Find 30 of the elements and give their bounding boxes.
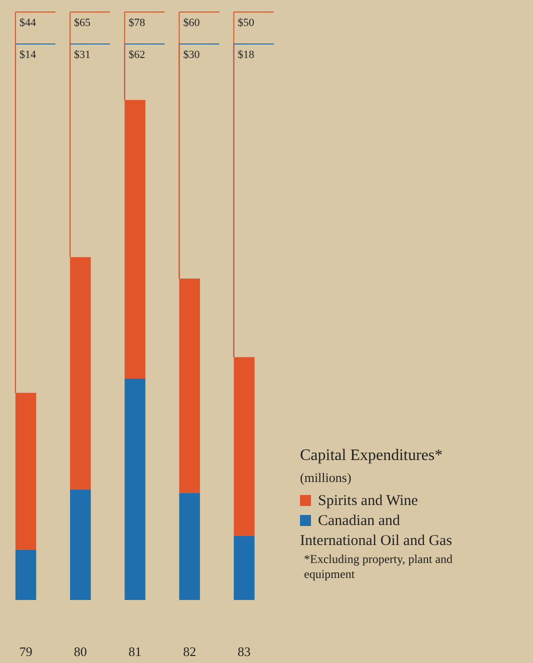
label-connector: $14 bbox=[14, 44, 56, 394]
text: Capital Expenditures* bbox=[300, 447, 443, 464]
legend-label: Spirits and Wine bbox=[318, 493, 418, 509]
bar bbox=[124, 378, 146, 600]
text: *Excluding property, plant and equipment bbox=[304, 552, 453, 581]
bar bbox=[179, 492, 200, 600]
data-label: $31 bbox=[74, 49, 91, 61]
label-connector: $30 bbox=[178, 44, 220, 280]
data-label: $78 bbox=[128, 17, 146, 29]
bar bbox=[234, 536, 255, 600]
x-tick-label: 83 bbox=[238, 644, 251, 659]
label-connector: $31 bbox=[70, 44, 111, 258]
x-tick-label: 79 bbox=[19, 644, 32, 659]
label-connector: $62 bbox=[124, 44, 166, 100]
bar bbox=[70, 489, 91, 600]
legend-label: Canadian and International Oil and Gas bbox=[300, 513, 452, 549]
data-label: $14 bbox=[19, 49, 36, 61]
bar bbox=[15, 550, 36, 600]
data-label: $44 bbox=[19, 17, 36, 29]
data-label: $50 bbox=[238, 17, 255, 29]
data-label: $60 bbox=[183, 17, 200, 29]
data-label: $30 bbox=[183, 49, 200, 61]
data-label: $18 bbox=[238, 49, 255, 61]
text: (millions) bbox=[300, 470, 352, 485]
x-tick-label: 82 bbox=[183, 644, 196, 659]
data-label: $62 bbox=[128, 49, 146, 61]
data-label: $65 bbox=[74, 17, 92, 29]
label-connector: $18 bbox=[233, 44, 274, 358]
x-tick-label: 80 bbox=[74, 644, 87, 659]
x-tick-label: 81 bbox=[128, 644, 142, 659]
